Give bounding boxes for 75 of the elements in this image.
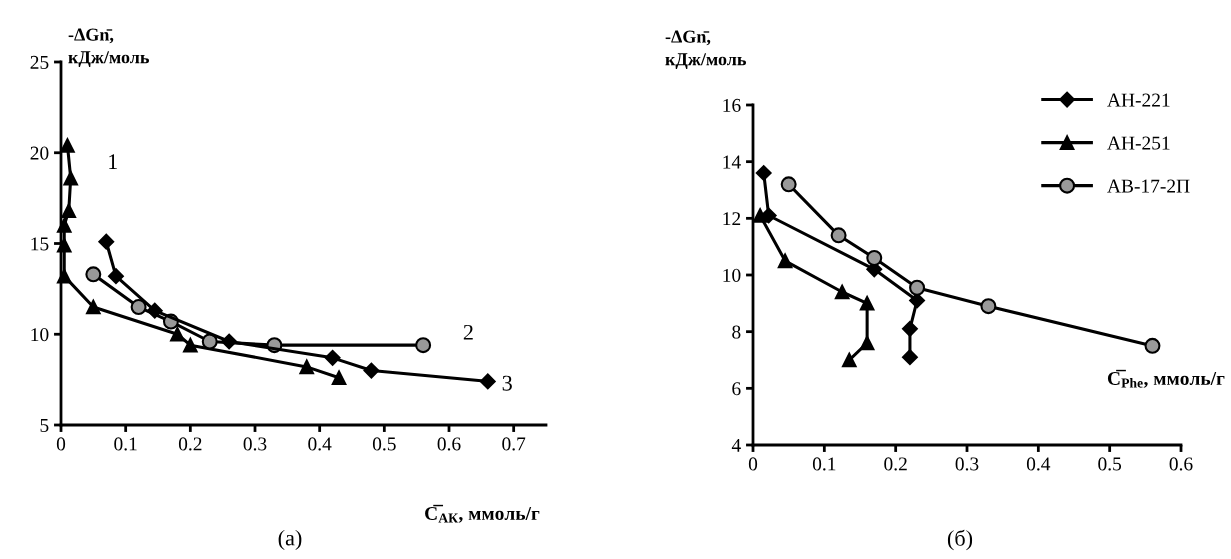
point [830,227,847,244]
y-tick-label: 12 [723,212,741,226]
point [324,349,341,366]
point [60,138,75,153]
y-axis-title: -ΔGn̄, кДж/моль [665,30,746,70]
y-tick-label: 5 [40,419,49,432]
point [299,359,315,375]
legend-label: АН-221 [1107,93,1170,107]
point [755,165,772,181]
x-axis-title: C̅$_{АК}$, ммоль/г [425,504,540,523]
point [56,238,72,253]
point [859,296,875,311]
point [221,333,238,350]
point [56,218,72,233]
point [780,176,797,193]
x-axis-title: C̅$_{Phe}$, ммоль/г [1107,369,1225,388]
point [752,208,768,223]
point [85,266,102,283]
x-tick-label: 0.4 [308,437,332,451]
point [834,284,850,300]
point [980,298,997,315]
legend-label: АВ-17-2П [1107,179,1190,193]
point [98,233,115,250]
y-tick-label: 4 [731,438,741,452]
x-tick-label: 0.4 [1026,457,1051,471]
point [201,333,218,350]
point [61,203,77,219]
y-tick-label: 6 [732,382,741,396]
x-tick-label: 0.3 [955,457,979,471]
x-tick-label: 0.5 [372,437,396,451]
x-tick-label: 0.2 [178,437,202,451]
point [859,335,875,351]
x-tick-label: 0.2 [884,457,907,471]
y-tick-label: 8 [732,325,741,339]
x-tick-label: 0 [56,437,66,451]
legend-label: АН-251 [1107,136,1170,150]
x-tick-label: 0.7 [502,437,526,451]
point [363,362,380,379]
x-tick-label: 0.6 [437,437,461,451]
point [146,302,163,319]
annotation: 3 [502,375,512,391]
y-tick-label: 16 [723,98,741,112]
point [1144,337,1161,354]
y-tick-label: 25 [30,55,49,69]
y-tick-label: 10 [31,328,49,342]
text: (а) [278,529,302,551]
point [479,373,496,390]
point [902,349,918,366]
text: (б) [947,529,973,551]
point [415,337,432,354]
point [866,250,883,266]
y-tick-label: 20 [30,146,49,160]
annotation: 2 [463,324,473,340]
point [331,370,347,386]
x-tick-label: 0 [748,457,758,471]
y-tick-label: 14 [723,155,741,169]
point [183,337,198,353]
point [63,170,78,186]
point [130,299,147,316]
annotation: 1 [109,154,117,169]
y-tick-label: 10 [723,268,741,282]
point [170,326,185,342]
x-tick-label: 0.3 [243,437,267,451]
point [108,268,124,285]
x-tick-label: 0.1 [812,457,836,471]
x-tick-label: 0.6 [1169,457,1193,471]
point [909,279,926,296]
point [86,299,101,315]
point [842,352,857,368]
point [902,320,918,337]
x-tick-label: 0.5 [1098,457,1122,471]
x-tick-label: 0.1 [114,437,137,451]
y-axis-title: -ΔGn̄, кДж/моль [68,28,149,68]
y-tick-label: 15 [31,237,49,251]
point [777,253,793,269]
